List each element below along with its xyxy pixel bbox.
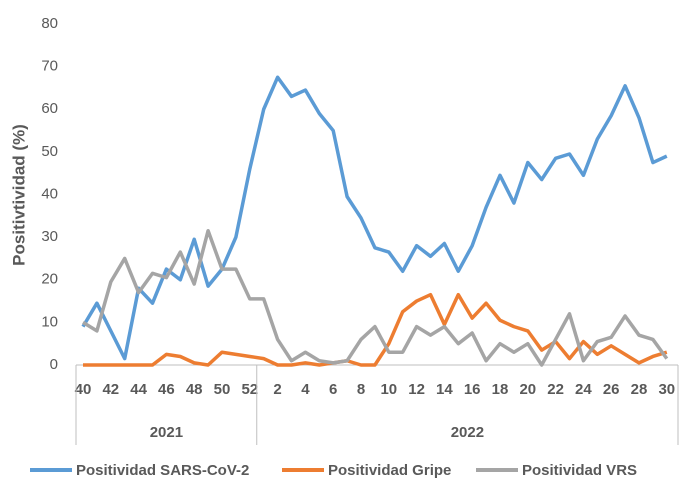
y-tick-label: 60 [41, 100, 58, 117]
x-tick-label: 12 [408, 381, 425, 398]
x-tick-label: 26 [603, 381, 620, 398]
y-axis-title: Positivtividad (%) [9, 124, 28, 266]
group-label: 2021 [150, 424, 183, 441]
x-tick-label: 18 [492, 381, 509, 398]
x-tick-label: 2 [273, 381, 281, 398]
x-tick-label: 10 [380, 381, 397, 398]
x-tick-label: 24 [575, 381, 592, 398]
x-tick-label: 44 [130, 381, 147, 398]
x-tick-label: 46 [158, 381, 175, 398]
x-tick-label: 40 [75, 381, 92, 398]
x-tick-label: 30 [658, 381, 675, 398]
y-tick-label: 80 [41, 15, 58, 32]
y-tick-label: 10 [41, 313, 58, 330]
y-tick-label: 0 [50, 356, 58, 373]
group-label: 2022 [451, 424, 484, 441]
x-tick-label: 4 [301, 381, 310, 398]
x-tick-label: 52 [241, 381, 258, 398]
y-tick-label: 30 [41, 228, 58, 245]
legend-label: Positividad Gripe [328, 462, 451, 479]
x-tick-label: 42 [102, 381, 119, 398]
x-tick-label: 20 [519, 381, 536, 398]
series-line [82, 228, 669, 367]
y-tick-label: 50 [41, 143, 58, 160]
x-tick-label: 6 [329, 381, 337, 398]
y-tick-label: 20 [41, 271, 58, 288]
x-tick-label: 28 [631, 381, 648, 398]
x-tick-label: 50 [214, 381, 231, 398]
x-tick-label: 22 [547, 381, 564, 398]
y-tick-label: 40 [41, 185, 58, 202]
series-line [81, 75, 668, 361]
x-tick-label: 14 [436, 381, 453, 398]
x-tick-label: 48 [186, 381, 203, 398]
legend-label: Positividad VRS [522, 462, 637, 479]
series-line [83, 292, 668, 367]
y-tick-label: 70 [41, 58, 58, 75]
legend-label: Positividad SARS-CoV-2 [76, 462, 249, 479]
x-tick-label: 8 [357, 381, 365, 398]
x-tick-label: 16 [464, 381, 481, 398]
